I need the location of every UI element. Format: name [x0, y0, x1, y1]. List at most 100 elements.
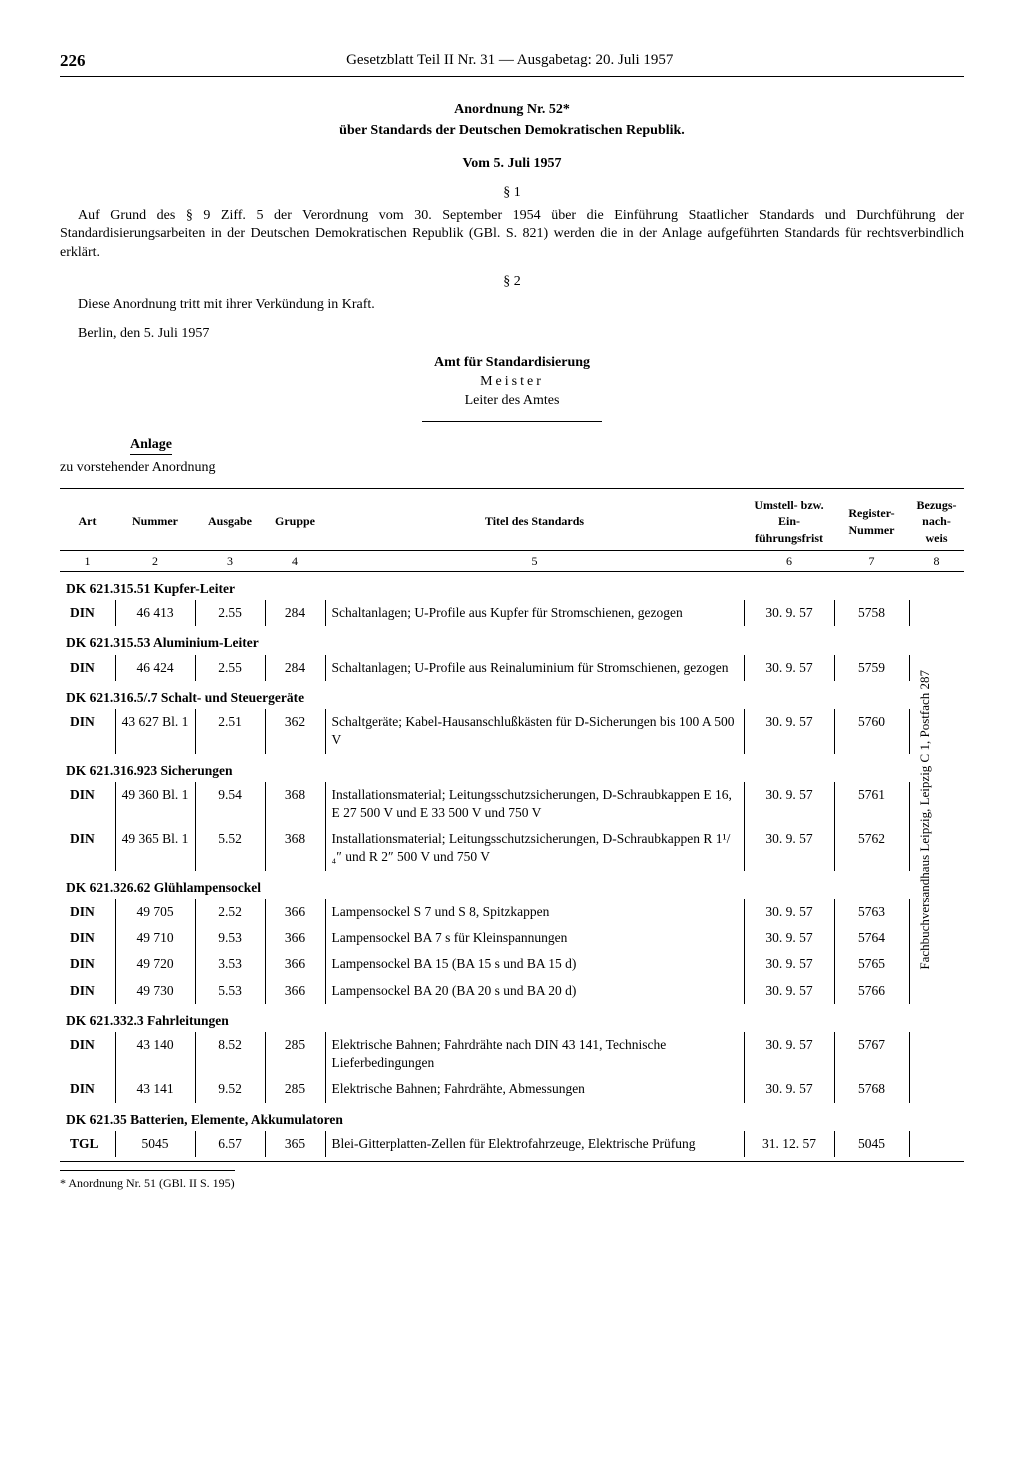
cell-gruppe: 285 [265, 1076, 325, 1102]
col-header-ausgabe: Ausgabe [195, 489, 265, 551]
cell-register: 5759 [834, 655, 909, 681]
cell-ausgabe: 9.53 [195, 925, 265, 951]
signature-name: Meister [60, 373, 964, 392]
cell-nummer: 49 710 [115, 925, 195, 951]
cell-nummer: 49 365 Bl. 1 [115, 826, 195, 870]
cell-nummer: 43 627 Bl. 1 [115, 709, 195, 753]
cell-register: 5761 [834, 782, 909, 826]
table-row: DIN49 7305.53366Lampensockel BA 20 (BA 2… [60, 978, 964, 1004]
cell-ausgabe: 9.52 [195, 1076, 265, 1102]
col-num-3: 3 [195, 550, 265, 571]
cell-nummer: 43 141 [115, 1076, 195, 1102]
cell-art: DIN [60, 899, 115, 925]
cell-nummer: 49 720 [115, 951, 195, 977]
table-row: DIN43 1419.52285Elektrische Bahnen; Fahr… [60, 1076, 964, 1102]
col-header-register: Register-Nummer [834, 489, 909, 551]
cell-nummer: 43 140 [115, 1032, 195, 1076]
signature-role: Leiter des Amtes [60, 392, 964, 411]
cell-titel: Elektrische Bahnen; Fahrdrähte nach DIN … [325, 1032, 744, 1076]
table-row: DIN49 7109.53366Lampensockel BA 7 s für … [60, 925, 964, 951]
table-section-header: DK 621.326.62 Glühlampensockel [60, 871, 964, 899]
cell-frist: 30. 9. 57 [744, 826, 834, 870]
table-body: DK 621.315.51 Kupfer-LeiterDIN46 4132.55… [60, 572, 964, 1158]
col-num-5: 5 [325, 550, 744, 571]
divider [422, 421, 602, 422]
cell-titel: Elektrische Bahnen; Fahrdrähte, Abmessun… [325, 1076, 744, 1102]
cell-art: DIN [60, 1032, 115, 1076]
cell-register: 5758 [834, 600, 909, 626]
cell-ausgabe: 2.51 [195, 709, 265, 753]
cell-register: 5764 [834, 925, 909, 951]
cell-ausgabe: 5.52 [195, 826, 265, 870]
cell-frist: 30. 9. 57 [744, 899, 834, 925]
cell-nummer: 49 360 Bl. 1 [115, 782, 195, 826]
page: 226 Gesetzblatt Teil II Nr. 31 — Ausgabe… [60, 50, 964, 1194]
cell-art: DIN [60, 826, 115, 870]
document-title: Anordnung Nr. 52* [60, 101, 964, 120]
cell-ausgabe: 2.52 [195, 899, 265, 925]
cell-art: TGL [60, 1131, 115, 1157]
cell-frist: 31. 12. 57 [744, 1131, 834, 1157]
cell-bezug [909, 1131, 964, 1157]
table-row: DIN46 4132.55284Schaltanlagen; U-Profile… [60, 600, 964, 626]
table-row: DIN49 7203.53366Lampensockel BA 15 (BA 1… [60, 951, 964, 977]
cell-art: DIN [60, 1076, 115, 1102]
cell-titel: Installationsmaterial; Leitungs­schutzsi… [325, 782, 744, 826]
page-number: 226 [60, 50, 86, 73]
cell-ausgabe: 8.52 [195, 1032, 265, 1076]
cell-art: DIN [60, 655, 115, 681]
cell-ausgabe: 9.54 [195, 782, 265, 826]
table-section-header: DK 621.332.3 Fahrleitungen [60, 1004, 964, 1032]
cell-gruppe: 365 [265, 1131, 325, 1157]
cell-frist: 30. 9. 57 [744, 1032, 834, 1076]
cell-frist: 30. 9. 57 [744, 978, 834, 1004]
anlage-heading: Anlage [130, 436, 172, 456]
footnote: * Anordnung Nr. 51 (GBl. II S. 195) [60, 1170, 235, 1191]
cell-nummer: 49 730 [115, 978, 195, 1004]
col-num-2: 2 [115, 550, 195, 571]
document-subtitle: über Standards der Deutschen Demokratisc… [60, 122, 964, 141]
table-row: DIN46 4242.55284Schaltanlagen; U-Profile… [60, 655, 964, 681]
cell-frist: 30. 9. 57 [744, 951, 834, 977]
col-num-7: 7 [834, 550, 909, 571]
cell-art: DIN [60, 925, 115, 951]
header-title: Gesetzblatt Teil II Nr. 31 — Ausgabetag:… [346, 50, 673, 73]
cell-frist: 30. 9. 57 [744, 600, 834, 626]
cell-frist: 30. 9. 57 [744, 709, 834, 753]
cell-titel: Lampensockel BA 20 (BA 20 s und BA 20 d) [325, 978, 744, 1004]
cell-titel: Installationsmaterial; Leitungs­schutzsi… [325, 826, 744, 870]
table-row: DIN49 365 Bl. 15.52368Installationsmater… [60, 826, 964, 870]
col-num-4: 4 [265, 550, 325, 571]
cell-frist: 30. 9. 57 [744, 655, 834, 681]
paragraph-1: Auf Grund des § 9 Ziff. 5 der Verordnung… [60, 207, 964, 264]
cell-gruppe: 366 [265, 925, 325, 951]
cell-titel: Schaltanlagen; U-Profile aus Reinalumini… [325, 655, 744, 681]
cell-frist: 30. 9. 57 [744, 925, 834, 951]
standards-table: Art Nummer Ausgabe Gruppe Titel des Stan… [60, 488, 964, 1157]
cell-gruppe: 285 [265, 1032, 325, 1076]
cell-titel: Lampensockel S 7 und S 8, Spitzkappen [325, 899, 744, 925]
cell-gruppe: 362 [265, 709, 325, 753]
col-header-art: Art [60, 489, 115, 551]
document-date: Vom 5. Juli 1957 [60, 155, 964, 174]
cell-ausgabe: 2.55 [195, 655, 265, 681]
cell-register: 5766 [834, 978, 909, 1004]
cell-gruppe: 366 [265, 978, 325, 1004]
col-num-6: 6 [744, 550, 834, 571]
cell-register: 5762 [834, 826, 909, 870]
cell-nummer: 46 424 [115, 655, 195, 681]
table-row: DIN49 360 Bl. 19.54368Installationsmater… [60, 782, 964, 826]
cell-register: 5045 [834, 1131, 909, 1157]
cell-nummer: 46 413 [115, 600, 195, 626]
cell-gruppe: 284 [265, 655, 325, 681]
page-header: 226 Gesetzblatt Teil II Nr. 31 — Ausgabe… [60, 50, 964, 77]
cell-ausgabe: 6.57 [195, 1131, 265, 1157]
cell-nummer: 5045 [115, 1131, 195, 1157]
cell-art: DIN [60, 709, 115, 753]
table-row: DIN49 7052.52366Lampensockel S 7 und S 8… [60, 899, 964, 925]
table-row: DIN43 627 Bl. 12.51362Schaltgeräte; Kabe… [60, 709, 964, 753]
cell-gruppe: 366 [265, 951, 325, 977]
table-section-header: DK 621.315.51 Kupfer-Leiter [60, 572, 964, 601]
signature-block: Amt für Standardisierung Meister Leiter … [60, 354, 964, 411]
section-2-label: § 2 [60, 273, 964, 292]
